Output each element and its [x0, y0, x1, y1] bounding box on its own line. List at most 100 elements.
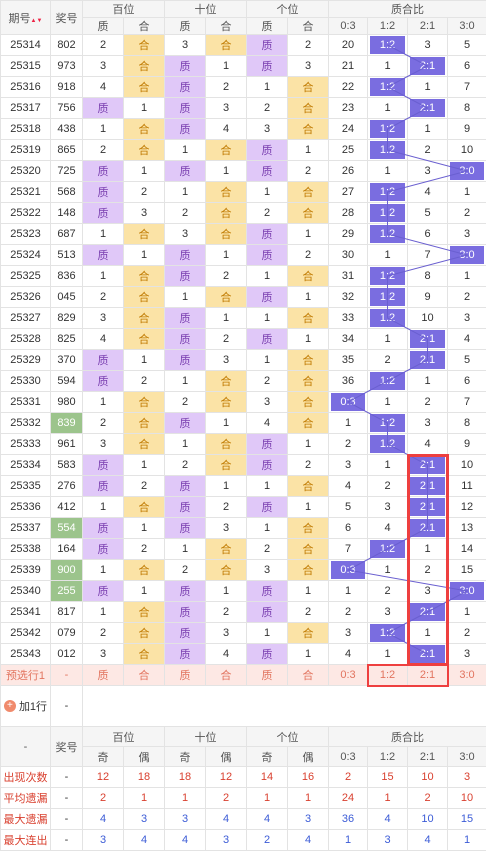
- stats-value: 15: [447, 808, 486, 830]
- cell-s-0: 质: [164, 580, 206, 602]
- predict-cell[interactable]: 1:2: [367, 664, 408, 686]
- prize-number: 079: [50, 622, 83, 644]
- table-row: 25324 513 质 1 质 1 质 2 30 1 7 3:0: [0, 244, 486, 266]
- cell-g-1: 1: [287, 496, 329, 518]
- header-sub: 1:2: [367, 17, 408, 35]
- table-row: 25339 900 1 合 2 合 3 合 0:3 1 2 15: [0, 559, 486, 581]
- ratio-cell: 1:2: [367, 307, 408, 329]
- predict-cell[interactable]: 质: [82, 664, 124, 686]
- table-row: 25322 148 质 3 2 合 2 合 28 1:2 5 2: [0, 202, 486, 224]
- issue-number: 25331: [0, 391, 51, 413]
- cell-s-1: 3: [205, 622, 247, 644]
- add-row-button[interactable]: + 加1行: [3, 698, 47, 714]
- cell-g-1: 2: [287, 34, 329, 56]
- stats-value: 1: [246, 787, 288, 809]
- table-row: 25315 973 3 合质 1 质 3 21 1 2:1 6: [0, 55, 486, 77]
- cell-b-1: 2: [123, 370, 165, 392]
- ratio-cell: 7: [407, 244, 448, 266]
- ratio-cell: 3: [367, 601, 408, 623]
- cell-b-1: 1: [123, 160, 165, 182]
- add-row-cell[interactable]: + 加1行: [0, 685, 51, 727]
- issue-number: 25316: [0, 76, 51, 98]
- ratio-cell: 6: [407, 223, 448, 245]
- ratio-cell: 2: [447, 286, 486, 308]
- header-sub: 合: [205, 17, 247, 35]
- cell-s-1: 1: [205, 55, 247, 77]
- stats-group-ratio: 质合比: [328, 726, 486, 747]
- cell-s-0: 3: [164, 223, 206, 245]
- table-row: 25327 829 3 合质 1 1 合 33 1:2 10 3: [0, 307, 486, 329]
- ratio-hit: 1:2: [370, 540, 405, 558]
- predict-cell[interactable]: 质: [164, 664, 206, 686]
- cell-s-0: 质: [164, 601, 206, 623]
- ratio-cell: 1:2: [367, 223, 408, 245]
- ratio-cell: 25: [328, 139, 368, 161]
- cell-b-0: 质: [82, 517, 124, 539]
- ratio-cell: 1:2: [367, 370, 408, 392]
- ratio-cell: 2: [407, 139, 448, 161]
- cell-g-0: 3: [246, 559, 288, 581]
- header-sub: 质: [246, 17, 288, 35]
- cell-b-0: 1: [82, 559, 124, 581]
- prize-number: 756: [50, 97, 83, 119]
- ratio-hit: 3:0: [450, 246, 484, 264]
- predict-cell[interactable]: 0:3: [328, 664, 368, 686]
- issue-number: 25340: [0, 580, 51, 602]
- ratio-cell: 22: [328, 76, 368, 98]
- cell-s-1: 2: [205, 265, 247, 287]
- cell-g-0: 1: [246, 307, 288, 329]
- ratio-cell: 21: [328, 55, 368, 77]
- cell-g-1: 合: [287, 202, 329, 224]
- table-row: 25328 825 4 合质 2 质 1 34 1 2:1 4: [0, 328, 486, 350]
- cell-s-0: 1: [164, 433, 206, 455]
- stats-value: 10: [447, 787, 486, 809]
- issue-number: 25319: [0, 139, 51, 161]
- cell-s-1: 1: [205, 580, 247, 602]
- ratio-cell: 1: [407, 118, 448, 140]
- ratio-cell: 7: [328, 538, 368, 560]
- cell-b-0: 质: [82, 181, 124, 203]
- cell-g-0: 质: [246, 580, 288, 602]
- cell-g-1: 1: [287, 580, 329, 602]
- cell-b-1: 合: [123, 55, 165, 77]
- cell-s-0: 质: [164, 517, 206, 539]
- ratio-cell: 6: [447, 55, 486, 77]
- table-row: 25330 594 质 2 1 合 2 合 36 1:2 1 6: [0, 370, 486, 392]
- ratio-cell: 3:0: [447, 580, 486, 602]
- cell-g-0: 1: [246, 349, 288, 371]
- ratio-cell: 12: [447, 496, 486, 518]
- prize-number: 276: [50, 475, 83, 497]
- cell-s-0: 2: [164, 391, 206, 413]
- header-group-ratio: 质合比: [328, 0, 486, 18]
- issue-number: 25332: [0, 412, 51, 434]
- header-issue[interactable]: 期号▲▼: [0, 0, 51, 35]
- stats-value: 3: [447, 766, 486, 788]
- prize-number: 568: [50, 181, 83, 203]
- cell-b-1: 合: [123, 34, 165, 56]
- prize-number: 438: [50, 118, 83, 140]
- predict-cell[interactable]: 3:0: [447, 664, 486, 686]
- stats-value: 1: [123, 787, 165, 809]
- cell-s-1: 2: [205, 76, 247, 98]
- stats-row: 最大遗漏 -4 3 3 4 4 3 36 4 10 15: [0, 808, 486, 830]
- cell-g-1: 1: [287, 286, 329, 308]
- predict-cell[interactable]: 2:1: [407, 664, 448, 686]
- ratio-cell: 1: [447, 265, 486, 287]
- stats-header-dash: -: [0, 726, 51, 767]
- cell-b-0: 1: [82, 265, 124, 287]
- cell-s-1: 合: [205, 433, 247, 455]
- predict-cell[interactable]: 合: [205, 664, 247, 686]
- predict-cell[interactable]: 合: [123, 664, 165, 686]
- stats-num: -: [50, 766, 83, 788]
- cell-g-0: 3: [246, 391, 288, 413]
- sort-icon[interactable]: ▲▼: [30, 17, 43, 24]
- stats-label: 最大遗漏: [0, 808, 51, 830]
- ratio-cell: 1: [367, 643, 408, 665]
- prize-number: 594: [50, 370, 83, 392]
- predict-cell[interactable]: 质: [246, 664, 288, 686]
- predict-cell[interactable]: 合: [287, 664, 329, 686]
- cell-s-0: 1: [164, 139, 206, 161]
- table-row: 25321 568 质 2 1 合 1 合 27 1:2 4 1: [0, 181, 486, 203]
- stats-num: -: [50, 829, 83, 851]
